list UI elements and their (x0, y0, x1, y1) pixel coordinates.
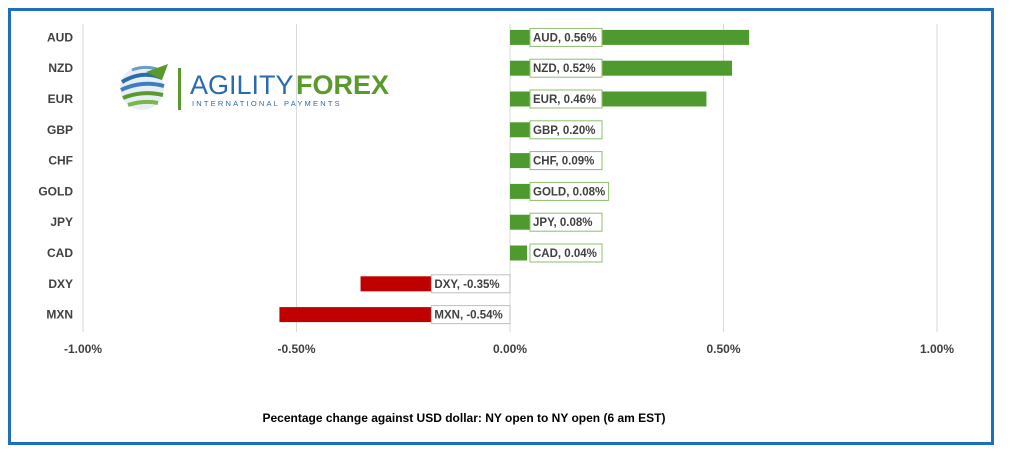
data-label-dxy: DXY, -0.35% (430, 274, 511, 294)
data-label-text: NZD, 0.52% (533, 63, 596, 75)
data-label-box (529, 243, 603, 263)
data-label-aud: AUD, 0.56% (529, 27, 603, 47)
category-label-mxn: MXN (46, 308, 73, 322)
x-tick-label: -1.00% (64, 342, 102, 356)
data-label-box (529, 27, 603, 47)
data-label-box (430, 274, 511, 294)
data-label-text: EUR, 0.46% (533, 94, 596, 106)
data-label-box (529, 212, 603, 232)
bar-cad (510, 245, 528, 261)
data-label-text: DXY, -0.35% (434, 279, 499, 291)
globe-icon (120, 64, 168, 110)
category-label-gold: GOLD (38, 184, 73, 198)
data-label-nzd: NZD, 0.52% (529, 58, 603, 78)
data-label-text: AUD, 0.56% (533, 32, 597, 44)
category-label-dxy: DXY (48, 277, 73, 291)
logo-name-agility: AGILITY (190, 70, 294, 100)
data-label-jpy: JPY, 0.08% (529, 212, 603, 232)
x-tick-label: 0.50% (706, 342, 740, 356)
category-label-aud: AUD (47, 30, 73, 44)
logo-name-forex: FOREX (296, 70, 389, 100)
chart-frame (8, 8, 994, 445)
category-label-cad: CAD (47, 246, 73, 260)
x-tick-label: 1.00% (920, 342, 954, 356)
data-label-box (529, 181, 610, 201)
category-label-jpy: JPY (50, 215, 73, 229)
data-label-text: JPY, 0.08% (533, 217, 592, 229)
data-label-eur: EUR, 0.46% (529, 89, 603, 109)
data-label-gbp: GBP, 0.20% (529, 120, 603, 140)
x-tick-label: -0.50% (277, 342, 315, 356)
x-tick-label: 0.00% (493, 342, 527, 356)
logo-divider (178, 68, 181, 110)
category-label-eur: EUR (48, 92, 74, 106)
data-label-text: GBP, 0.20% (533, 125, 595, 137)
category-label-gbp: GBP (47, 123, 73, 137)
category-label-nzd: NZD (48, 61, 73, 75)
data-label-box (529, 58, 603, 78)
agility-forex-logo: AGILITY FOREX INTERNATIONAL PAYMENTS (120, 64, 389, 110)
data-labels: AUD, 0.56% NZD, 0.52% EUR, 0.46% GBP, 0.20%… (430, 27, 610, 325)
data-label-box (529, 151, 603, 171)
data-label-text: CHF, 0.09% (533, 156, 594, 168)
data-label-mxn: MXN, -0.54% (430, 305, 511, 325)
data-label-text: CAD, 0.04% (533, 248, 597, 260)
logo-tagline: INTERNATIONAL PAYMENTS (192, 99, 342, 108)
data-label-chf: CHF, 0.09% (529, 151, 603, 171)
category-labels: AUD NZD EUR GBP CHF GOLD JPY CAD DXY MXN (38, 30, 73, 321)
x-tick-labels: -1.00% -0.50% 0.00% 0.50% 1.00% (64, 342, 954, 356)
data-label-box (430, 305, 511, 325)
data-label-text: GOLD, 0.08% (533, 186, 605, 198)
category-label-chf: CHF (48, 154, 73, 168)
x-axis-title: Pecentage change against USD dollar: NY … (263, 411, 666, 425)
data-label-box (529, 89, 603, 109)
data-label-text: MXN, -0.54% (434, 310, 502, 322)
data-label-box (529, 120, 603, 140)
data-label-cad: CAD, 0.04% (529, 243, 603, 263)
data-label-gold: GOLD, 0.08% (529, 181, 610, 201)
